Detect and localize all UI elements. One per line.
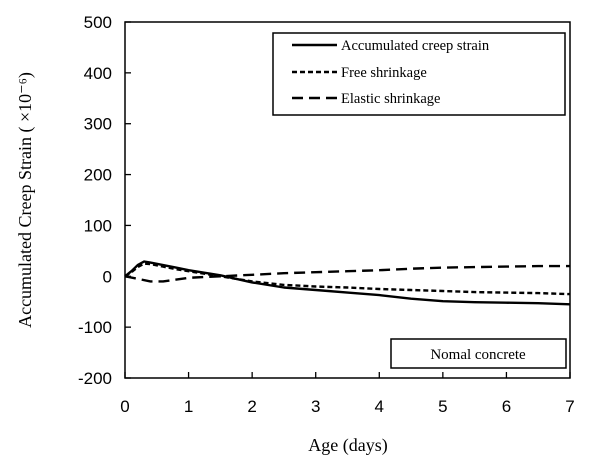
annotation-text: Nomal concrete	[430, 347, 526, 363]
y-tick-label: 300	[84, 115, 112, 134]
legend-label-1: Accumulated creep strain	[341, 38, 490, 54]
legend-box	[272, 32, 566, 116]
series-line-3	[124, 264, 570, 283]
x-tick-label: 3	[311, 397, 320, 416]
annotation-border	[390, 338, 567, 369]
y-tick-label: 100	[84, 216, 112, 235]
y-tick-label: -100	[78, 318, 112, 337]
x-tick-label: 1	[184, 397, 193, 416]
x-tick-label: 5	[438, 397, 447, 416]
y-tick-label: -200	[78, 369, 112, 388]
y-tick-label: 500	[84, 13, 112, 32]
y-tick-label: 0	[103, 267, 112, 286]
x-tick-label: 7	[565, 397, 574, 416]
x-tick-label: 2	[247, 397, 256, 416]
annotation-box: Nomal concrete	[390, 338, 567, 369]
x-tick-label: 4	[375, 397, 384, 416]
plot-area-frame	[124, 21, 571, 379]
series-line-1	[124, 260, 571, 306]
legend-label-3: Elastic shrinkage	[341, 91, 440, 107]
y-tick-label: 400	[84, 64, 112, 83]
y-tick-label: 200	[84, 166, 112, 185]
x-tick-label: 6	[502, 397, 511, 416]
x-axis-title: Age (days)	[308, 435, 387, 456]
legend-label-2: Free shrinkage	[341, 65, 427, 81]
x-tick-label: 0	[120, 397, 129, 416]
legend: Accumulated creep strain Free shrinkage El…	[272, 32, 566, 116]
y-axis-title: Accumulated Creep Strain ( ×10⁻⁶)	[15, 72, 36, 328]
series-line-2	[124, 262, 571, 296]
